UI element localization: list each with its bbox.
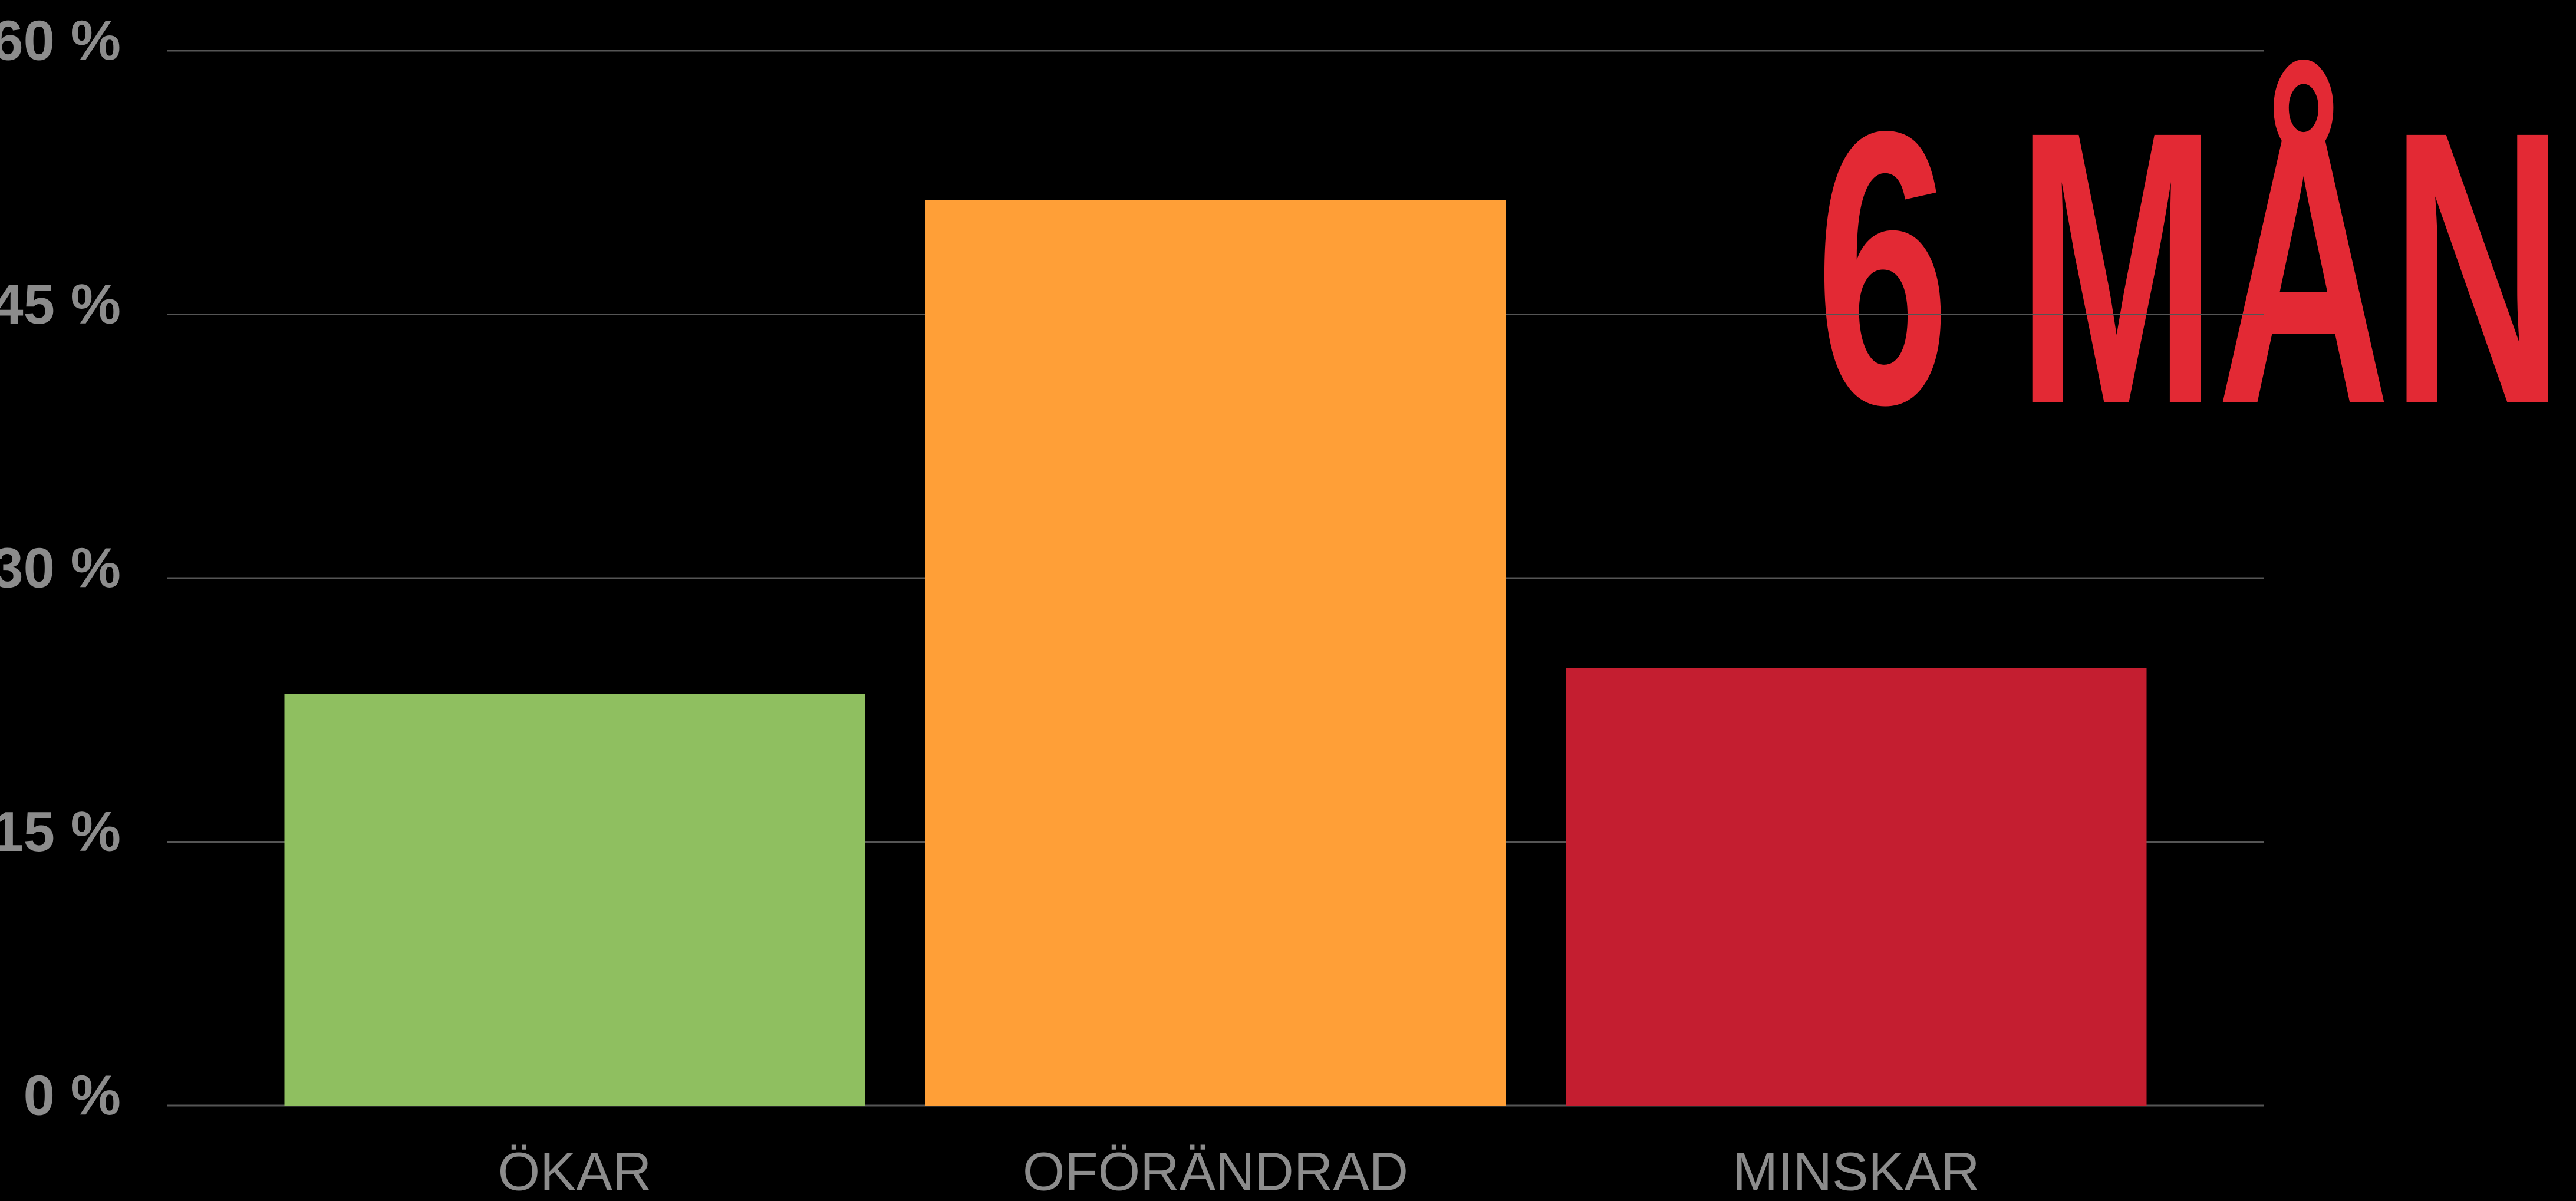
x-tick-label: OFÖRÄNDRAD <box>1023 1141 1408 1201</box>
x-tick-label: ÖKAR <box>498 1141 652 1201</box>
y-tick-label: 60 % <box>0 9 121 72</box>
x-tick-label: MINSKAR <box>1732 1141 1979 1201</box>
y-tick-label: 30 % <box>0 536 121 599</box>
y-tick-label: 45 % <box>0 273 121 336</box>
bar <box>284 694 865 1106</box>
y-tick-label: 0 % <box>24 1064 121 1127</box>
bar <box>1566 668 2147 1106</box>
bar <box>925 200 1506 1106</box>
chart-title: 6 MÅN <box>1816 51 2564 485</box>
y-tick-label: 15 % <box>0 800 121 863</box>
